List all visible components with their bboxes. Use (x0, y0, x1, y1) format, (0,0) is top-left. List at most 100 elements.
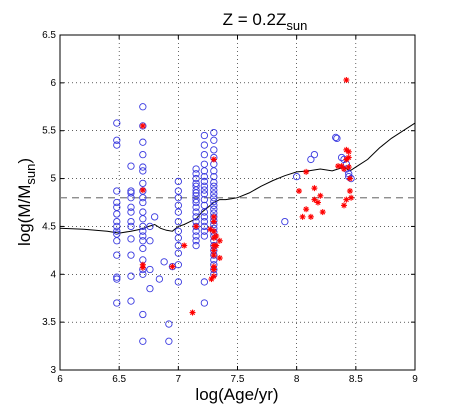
circle-point (293, 173, 301, 181)
circle-point (113, 237, 121, 245)
circle-point (200, 213, 209, 221)
circle-point (200, 232, 209, 240)
star-point (139, 187, 146, 194)
y-tick-label: 5 (50, 174, 56, 185)
star-point (346, 175, 353, 182)
circle-point (113, 198, 121, 207)
circle-point (332, 133, 340, 142)
axis-ticks: 6 6.5 7 7.5 8 8.5 9 3 3.5 4 4.5 5 5.5 6 6.5 (42, 30, 418, 385)
circle-point (174, 217, 182, 226)
star-point (296, 188, 303, 195)
circle-point (200, 190, 209, 198)
circle-point (113, 222, 121, 231)
star-point (216, 255, 223, 262)
circle-point (113, 136, 121, 144)
y-tick-label: 6.5 (42, 30, 56, 41)
circle-point (139, 215, 147, 223)
circle-point (210, 182, 218, 190)
circle-point (127, 272, 135, 280)
circle-point (146, 265, 154, 274)
y-tick-label: 3.5 (42, 317, 56, 328)
circle-point (192, 170, 200, 178)
star-point (213, 233, 220, 239)
circle-point (192, 195, 200, 204)
y-axis-title-subscript: sun (23, 164, 38, 185)
y-axis-title-close: ) (15, 158, 34, 164)
circle-point (200, 278, 209, 286)
circle-point (113, 187, 121, 195)
circle-point (174, 278, 182, 286)
circle-point (139, 270, 147, 278)
circle-point (310, 150, 319, 159)
circle-point (127, 189, 135, 197)
circle-series (113, 103, 355, 345)
circle-point (281, 217, 289, 226)
star-point (348, 194, 355, 201)
circle-point (113, 119, 121, 127)
circle-point (192, 198, 200, 207)
star-point (213, 242, 220, 249)
circle-point (210, 146, 218, 154)
star-point (314, 199, 321, 206)
star-point (319, 209, 326, 216)
circle-point (127, 203, 135, 211)
circle-point (192, 208, 200, 216)
circle-point (165, 320, 173, 328)
circle-point (160, 258, 168, 266)
circle-point (200, 173, 209, 181)
circle-point (113, 299, 121, 307)
circle-point (200, 299, 209, 307)
circle-point (200, 167, 209, 175)
star-point (210, 252, 217, 259)
circle-point (146, 222, 154, 231)
circle-point (192, 237, 200, 245)
circle-point (139, 310, 147, 319)
circle-point (200, 182, 209, 190)
star-point (343, 196, 350, 203)
star-point (139, 264, 146, 271)
star-point (303, 206, 310, 213)
circle-point (307, 155, 315, 164)
circle-point (139, 227, 147, 235)
star-point (210, 156, 217, 163)
circle-point (210, 178, 218, 187)
star-point (210, 228, 217, 235)
circle-point (192, 241, 200, 250)
x-axis-title: log(Age/yr) (195, 385, 278, 404)
circle-point (127, 217, 135, 226)
circle-point (113, 141, 121, 149)
x-tick-label: 9 (412, 374, 418, 385)
circle-point (210, 194, 218, 202)
star-point (181, 242, 188, 249)
star-point (317, 192, 324, 199)
circle-point (146, 284, 154, 293)
star-point (210, 218, 217, 225)
circle-point (139, 163, 147, 171)
circle-point (200, 141, 209, 149)
chart-title-subscript: sun (286, 18, 307, 33)
circle-point (200, 150, 209, 159)
circle-point (210, 186, 218, 194)
x-tick-label: 6 (57, 374, 63, 385)
circle-point (200, 222, 209, 231)
circle-point (146, 237, 154, 245)
star-point (343, 76, 350, 83)
circle-point (174, 194, 182, 202)
circle-point (192, 186, 200, 194)
circle-point (155, 275, 164, 283)
circle-point (200, 186, 209, 194)
circle-point (127, 222, 135, 231)
circle-point (113, 227, 121, 235)
circle-point (139, 244, 147, 253)
circle-point (200, 195, 209, 204)
circle-point (139, 138, 147, 146)
circle-point (139, 222, 147, 231)
circle-point (210, 201, 218, 210)
circle-point (200, 131, 209, 140)
circle-point (200, 227, 209, 235)
star-point (189, 309, 196, 316)
circle-point (113, 210, 121, 218)
star-point (193, 223, 200, 230)
star-point (299, 213, 306, 220)
